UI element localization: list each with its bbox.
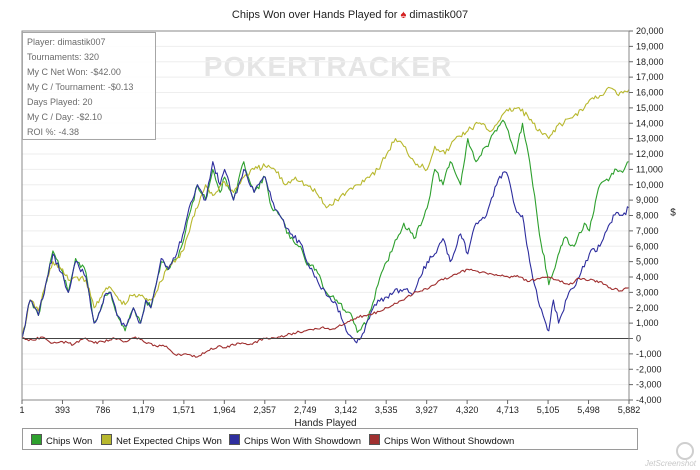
series-line-chips-won-without-showdown <box>21 268 630 358</box>
x-axis: 1 393 786 1,179 1,571 1,964 2,357 2,749 3,142 3,5… <box>19 400 640 415</box>
y-tick-label: 19,000 <box>636 41 664 51</box>
series-layer <box>21 86 630 358</box>
y-tick-label: -3,000 <box>636 380 662 390</box>
y-tick-label: 0 <box>636 334 641 344</box>
chart-title-text: Chips Won over Hands Played for <box>231 9 398 21</box>
stat-days-played: Days Played: 20 <box>27 97 93 107</box>
legend-swatch-red <box>369 434 380 445</box>
y-tick-label: -1,000 <box>636 349 662 359</box>
x-tick-label: 5,105 <box>537 405 560 415</box>
y-tick-label: 13,000 <box>636 134 664 144</box>
x-tick-label: 4,320 <box>456 405 479 415</box>
x-axis-label: Hands Played <box>294 418 356 429</box>
x-tick-label: 1,179 <box>132 405 155 415</box>
capture-logo-icon <box>676 442 694 460</box>
x-tick-label: 786 <box>95 405 110 415</box>
x-tick-label: 1 <box>19 405 24 415</box>
legend-item-with-showdown: Chips Won With Showdown <box>229 434 361 447</box>
x-tick-label: 2,357 <box>254 405 277 415</box>
stat-per-day: My C / Day: -$2.10 <box>27 112 103 122</box>
stat-net-won: My C Net Won: -$42.00 <box>27 67 121 77</box>
legend-item-net-expected: Net Expected Chips Won <box>101 434 222 447</box>
legend-item-chips-won: Chips Won <box>31 434 92 447</box>
x-tick-label: 3,927 <box>415 405 438 415</box>
x-tick-label: 1,571 <box>173 405 196 415</box>
spade-icon: ♠ <box>400 9 407 21</box>
y-axis: 20,000 19,000 18,000 17,000 16,000 15,000 14,0… <box>629 26 664 405</box>
stat-per-tournament: My C / Tournament: -$0.13 <box>27 82 134 92</box>
x-tick-label: 3,535 <box>375 405 398 415</box>
y-tick-label: 7,000 <box>636 226 659 236</box>
series-line-chips-won <box>21 119 630 339</box>
legend-label-net-expected: Net Expected Chips Won <box>116 436 222 447</box>
legend-label-with-showdown: Chips Won With Showdown <box>244 436 362 447</box>
y-tick-label: 2,000 <box>636 303 659 313</box>
x-tick-label: 1,964 <box>213 405 236 415</box>
series-line-net-expected-chips-won <box>21 86 630 339</box>
y-tick-label: 15,000 <box>636 103 664 113</box>
y-tick-label: 17,000 <box>636 72 664 82</box>
legend: Chips Won Net Expected Chips Won Chips W… <box>22 428 638 450</box>
y-tick-label: 5,000 <box>636 257 659 267</box>
x-tick-label: 3,142 <box>334 405 357 415</box>
chart-title: Chips Won over Hands Played for ♠ dimast… <box>0 9 700 21</box>
x-tick-label: 5,882 <box>618 405 641 415</box>
y-tick-label: 1,000 <box>636 318 659 328</box>
legend-swatch-olive <box>101 434 112 445</box>
stat-tournaments: Tournaments: 320 <box>27 52 100 62</box>
y-tick-label: -4,000 <box>636 395 662 405</box>
stats-panel: Player: dimastik007 Tournaments: 320 My … <box>22 32 156 140</box>
legend-swatch-blue <box>229 434 240 445</box>
y-tick-label: 9,000 <box>636 195 659 205</box>
y-tick-label: 11,000 <box>636 164 663 174</box>
capture-watermark: JetScreenshot <box>644 459 696 468</box>
chart-title-player: dimastik007 <box>409 9 469 21</box>
y-axis-label: $ <box>670 208 676 219</box>
y-tick-label: 18,000 <box>636 57 664 67</box>
y-tick-label: 4,000 <box>636 272 659 282</box>
x-tick-label: 393 <box>55 405 70 415</box>
legend-item-without-showdown: Chips Won Without Showdown <box>369 434 514 447</box>
y-tick-label: 12,000 <box>636 149 664 159</box>
x-tick-label: 4,713 <box>496 405 519 415</box>
y-tick-label: 14,000 <box>636 118 664 128</box>
series-line-chips-won-with-showdown <box>21 161 630 344</box>
y-tick-label: 6,000 <box>636 241 659 251</box>
legend-label-without-showdown: Chips Won Without Showdown <box>384 436 515 447</box>
legend-label-chips-won: Chips Won <box>46 436 93 447</box>
y-tick-label: 10,000 <box>636 180 664 190</box>
y-tick-label: 16,000 <box>636 88 664 98</box>
y-tick-label: 3,000 <box>636 287 659 297</box>
y-tick-label: 8,000 <box>636 211 659 221</box>
legend-swatch-green <box>31 434 42 445</box>
y-tick-label: -2,000 <box>636 364 662 374</box>
stat-roi: ROI %: -4.38 <box>27 127 80 137</box>
x-tick-label: 5,498 <box>577 405 600 415</box>
y-tick-label: 20,000 <box>636 26 664 36</box>
stat-player: Player: dimastik007 <box>27 37 106 47</box>
x-tick-label: 2,749 <box>294 405 317 415</box>
